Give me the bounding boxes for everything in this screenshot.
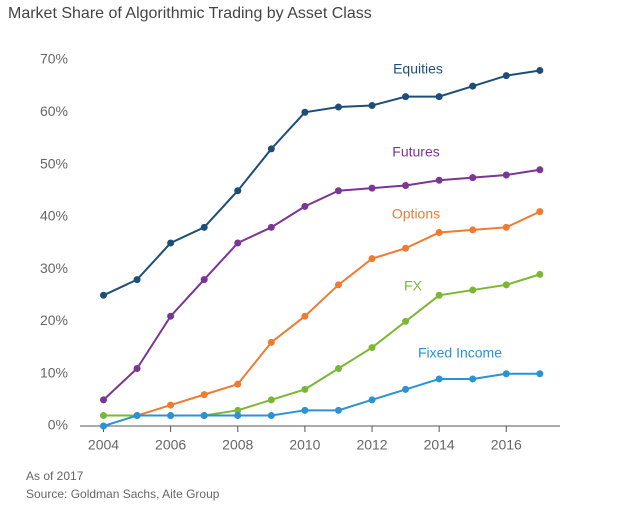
- data-point: [301, 406, 309, 414]
- data-point: [267, 338, 275, 346]
- data-point: [334, 187, 342, 195]
- data-point: [435, 93, 443, 101]
- data-point: [502, 72, 510, 80]
- data-point: [368, 101, 376, 109]
- x-tick-label: 2014: [424, 437, 455, 453]
- data-point: [301, 385, 309, 393]
- data-point: [167, 312, 175, 320]
- data-point: [200, 223, 208, 231]
- data-point: [200, 391, 208, 399]
- x-tick-label: 2006: [155, 437, 186, 453]
- x-tick-label: 2010: [289, 437, 320, 453]
- data-point: [435, 291, 443, 299]
- data-point: [435, 375, 443, 383]
- data-point: [301, 108, 309, 116]
- y-tick-label: 30%: [40, 260, 68, 276]
- data-point: [502, 171, 510, 179]
- data-point: [200, 412, 208, 420]
- data-point: [536, 208, 544, 216]
- data-point: [234, 239, 242, 247]
- note: As of 2017: [26, 469, 84, 483]
- data-point: [469, 286, 477, 294]
- y-tick-label: 50%: [40, 155, 68, 171]
- y-tick-label: 60%: [40, 103, 68, 119]
- data-point: [368, 255, 376, 263]
- data-point: [402, 244, 410, 252]
- data-point: [99, 291, 107, 299]
- data-point: [402, 181, 410, 189]
- data-point: [402, 93, 410, 101]
- series-label: Options: [392, 206, 440, 222]
- series-line: [136, 210, 541, 417]
- series-line: [103, 372, 540, 427]
- data-point: [435, 229, 443, 237]
- y-tick-label: 10%: [40, 364, 68, 380]
- series-label: Futures: [392, 144, 439, 160]
- data-point: [469, 375, 477, 383]
- series-line: [103, 69, 541, 297]
- data-point: [536, 166, 544, 174]
- x-tick-label: 2008: [222, 437, 253, 453]
- y-tick-label: 0%: [48, 417, 68, 433]
- data-point: [133, 412, 141, 420]
- data-point: [469, 82, 477, 90]
- x-tick-label: 2004: [88, 437, 119, 453]
- y-tick-label: 70%: [40, 51, 68, 67]
- data-point: [267, 396, 275, 404]
- data-point: [234, 412, 242, 420]
- data-point: [234, 380, 242, 388]
- series-label: Fixed Income: [418, 345, 502, 361]
- data-point: [502, 370, 510, 378]
- data-point: [536, 370, 544, 378]
- x-tick-label: 2016: [491, 437, 522, 453]
- series-line: [102, 168, 541, 401]
- data-point: [133, 276, 141, 284]
- data-point: [167, 239, 175, 247]
- data-point: [267, 145, 275, 153]
- data-point: [334, 364, 342, 372]
- data-point: [502, 281, 510, 289]
- data-point: [334, 406, 342, 414]
- x-tick-label: 2012: [356, 437, 387, 453]
- data-point: [402, 385, 410, 393]
- data-point: [301, 312, 309, 320]
- data-point: [301, 202, 309, 210]
- data-point: [402, 317, 410, 325]
- data-point: [536, 66, 544, 74]
- data-point: [99, 412, 107, 420]
- data-point: [234, 187, 242, 195]
- y-tick-label: 20%: [40, 312, 68, 328]
- data-point: [99, 396, 107, 404]
- data-point: [234, 406, 242, 414]
- data-point: [368, 344, 376, 352]
- data-point: [435, 176, 443, 184]
- source-note: Source: Goldman Sachs, Aite Group: [26, 487, 220, 501]
- data-point: [536, 270, 544, 278]
- y-tick-label: 40%: [40, 208, 68, 224]
- data-point: [334, 103, 342, 111]
- chart-title: Market Share of Algorithmic Trading by A…: [8, 5, 372, 22]
- data-point: [334, 281, 342, 289]
- data-point: [368, 396, 376, 404]
- data-point: [167, 401, 175, 409]
- data-point: [133, 364, 141, 372]
- data-point: [200, 276, 208, 284]
- series-label: Equities: [393, 61, 443, 77]
- data-point: [502, 223, 510, 231]
- data-point: [368, 184, 376, 192]
- data-point: [167, 412, 175, 420]
- data-point: [469, 174, 477, 182]
- data-point: [469, 226, 477, 234]
- series-label: FX: [404, 278, 423, 294]
- data-point: [267, 412, 275, 420]
- data-point: [267, 223, 275, 231]
- data-point: [99, 422, 107, 430]
